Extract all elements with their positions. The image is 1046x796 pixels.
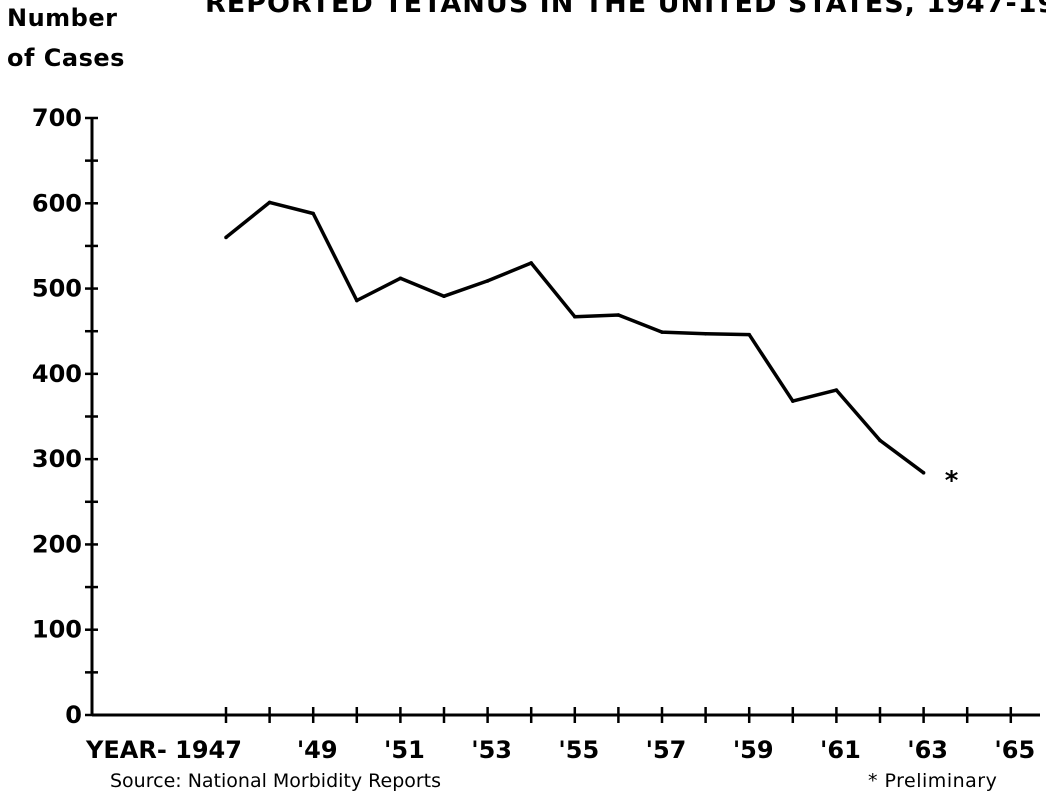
series-line — [224, 200, 925, 475]
y-tick-label: 400 — [32, 360, 82, 388]
data-point — [660, 330, 664, 334]
chart-title: REPORTED TETANUS IN THE UNITED STATES, 1… — [205, 0, 1046, 19]
data-point — [921, 470, 926, 475]
y-tick-label: 600 — [32, 189, 82, 217]
x-tick-label: '49 — [297, 736, 338, 764]
data-point — [791, 399, 795, 403]
preliminary-footnote: * Preliminary — [868, 770, 998, 792]
data-point — [267, 200, 272, 205]
y-tick-label: 300 — [32, 445, 82, 473]
data-point — [529, 261, 533, 265]
data-point — [442, 294, 446, 299]
y-tick-label: 500 — [32, 275, 82, 303]
y-tick-label: 0 — [65, 701, 82, 729]
data-point — [878, 438, 882, 443]
y-tick-label: 100 — [32, 616, 82, 644]
y-axis-label-line2: of Cases — [7, 44, 125, 72]
x-tick-label: '65 — [994, 736, 1035, 764]
data-point — [573, 314, 577, 319]
x-tick-label: '51 — [384, 736, 425, 764]
x-tick-label: '63 — [907, 736, 948, 764]
x-tick-label: '55 — [558, 736, 599, 764]
x-tick-label: '53 — [471, 736, 512, 764]
data-point — [355, 298, 359, 303]
data-point — [834, 388, 839, 392]
source-note: Source: National Morbidity Reports — [110, 770, 442, 792]
data-point — [398, 276, 403, 281]
data-point — [311, 211, 316, 216]
data-point — [747, 332, 751, 337]
y-tick-label: 200 — [32, 530, 82, 558]
data-point — [616, 313, 621, 317]
y-tick-label: 700 — [32, 104, 82, 132]
data-point — [485, 279, 490, 283]
preliminary-marker: * — [945, 466, 959, 496]
x-tick-label: YEAR- 1947 — [85, 736, 242, 764]
x-tick-label: '57 — [646, 736, 687, 764]
data-point — [703, 331, 708, 336]
y-axis-label-line1: Number — [7, 4, 118, 32]
data-point — [224, 235, 228, 240]
x-tick-label: '59 — [733, 736, 774, 764]
x-tick-label: '61 — [820, 736, 861, 764]
